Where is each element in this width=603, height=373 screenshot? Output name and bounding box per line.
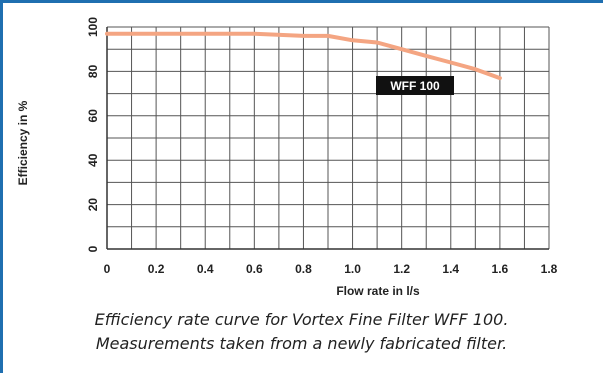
figure-caption: Efficiency rate curve for Vortex Fine Fi…: [3, 308, 600, 356]
chart-panel: 0 0.2 0.4 0.6 0.8 1.0 1.2 1.4 1.6 1.8 0 20 40 60 80 10…: [3, 3, 600, 303]
x-tick-label: 1.0: [344, 262, 361, 276]
x-tick-label: 0.4: [197, 262, 214, 276]
y-tick-label: 40: [86, 153, 100, 167]
y-tick-label: 0: [86, 245, 100, 252]
caption-line-1: Efficiency rate curve for Vortex Fine Fi…: [94, 310, 509, 329]
x-tick-label: 0.2: [148, 262, 165, 276]
series-label: WFF 100: [376, 76, 454, 95]
y-axis-title: Efficiency in %: [16, 100, 30, 185]
series: [105, 31, 502, 81]
series-label-text: WFF 100: [390, 79, 440, 93]
x-tick-label: 1.8: [541, 262, 558, 276]
axes: [106, 27, 549, 250]
y-tick-label: 20: [86, 198, 100, 212]
y-tick-label: 100: [86, 17, 100, 37]
x-tick-label: 1.4: [442, 262, 459, 276]
x-tick-label: 1.6: [492, 262, 509, 276]
grid: [106, 26, 550, 250]
series-label-box: [376, 76, 454, 95]
efficiency-chart: 0 0.2 0.4 0.6 0.8 1.0 1.2 1.4 1.6 1.8 0 20 40 60 80 10…: [16, 17, 558, 298]
x-tick-label: 0.8: [295, 262, 312, 276]
x-axis-title: Flow rate in l/s: [336, 284, 420, 298]
x-tick-label: 0.6: [246, 262, 263, 276]
x-tick-labels: 0 0.2 0.4 0.6 0.8 1.0 1.2 1.4 1.6 1.8: [104, 262, 558, 276]
caption-line-2: Measurements taken from a newly fabricat…: [95, 334, 508, 353]
y-tick-label: 60: [86, 109, 100, 123]
series-line: [105, 31, 502, 81]
x-tick-label: 0: [104, 262, 111, 276]
y-tick-labels: 0 20 40 60 80 100: [86, 17, 100, 253]
y-tick-label: 80: [86, 64, 100, 78]
x-tick-label: 1.2: [393, 262, 410, 276]
